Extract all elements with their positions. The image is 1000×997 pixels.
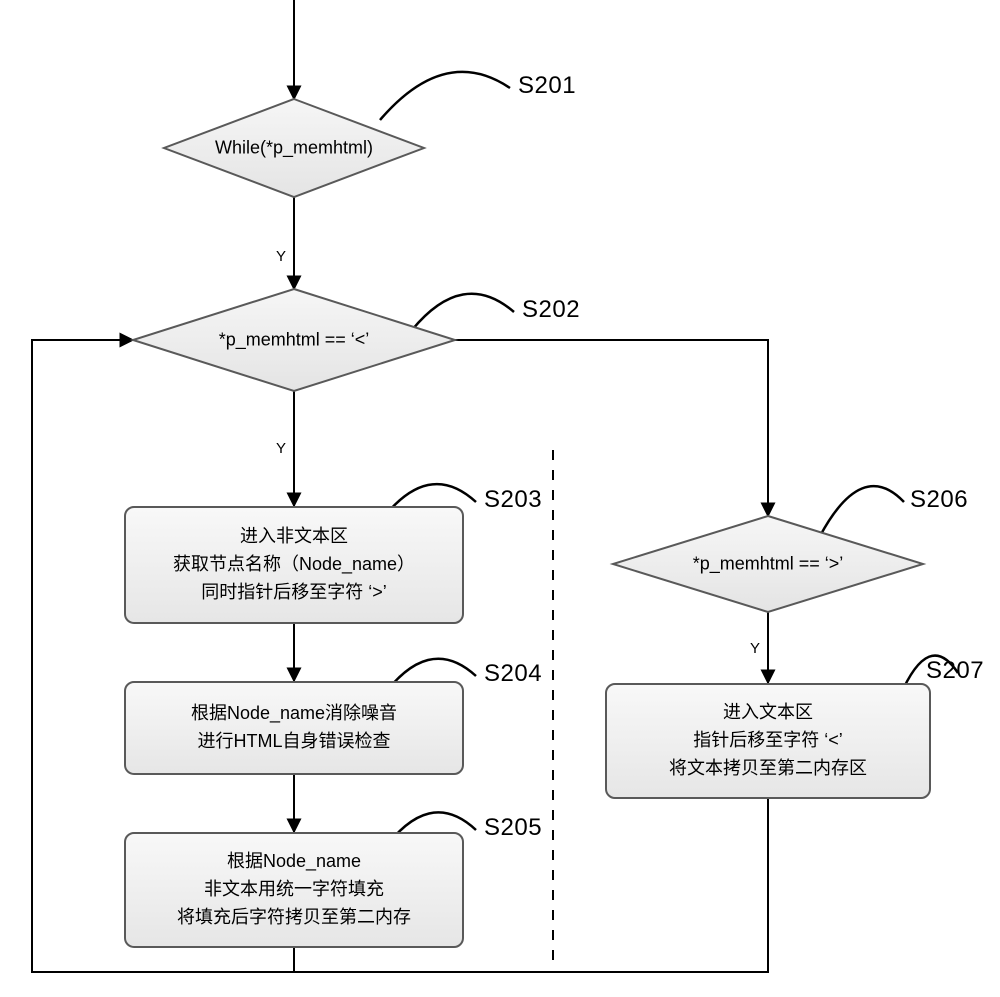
edge-label-y1: Y <box>276 248 286 265</box>
decision-label: *p_memhtml == ‘>’ <box>613 554 923 575</box>
flowchart-canvas: 进入非文本区 获取节点名称（Node_name） 同时指针后移至字符 ‘>’ 根… <box>0 0 1000 997</box>
edge-label-y3: Y <box>750 640 760 657</box>
line: 根据Node_name <box>227 848 361 876</box>
decision-gt: *p_memhtml == ‘>’ <box>613 516 923 612</box>
line: 将填充后字符拷贝至第二内存 <box>177 904 411 932</box>
line: 进入非文本区 <box>240 523 348 551</box>
line: 进行HTML自身错误检查 <box>198 728 391 756</box>
step-label-s207: S207 <box>926 657 984 685</box>
process-enter-text: 进入文本区 指针后移至字符 ‘<’ 将文本拷贝至第二内存区 <box>605 683 931 799</box>
line: 将文本拷贝至第二内存区 <box>669 755 867 783</box>
process-fill-copy: 根据Node_name 非文本用统一字符填充 将填充后字符拷贝至第二内存 <box>124 832 464 948</box>
line: 根据Node_name消除噪音 <box>191 700 397 728</box>
step-label-s204: S204 <box>484 660 542 688</box>
decision-while: While(*p_memhtml) <box>164 99 424 197</box>
step-label-s202: S202 <box>522 296 580 324</box>
line: 获取节点名称（Node_name） <box>173 551 415 579</box>
decision-lt: *p_memhtml == ‘<’ <box>133 289 455 391</box>
process-enter-nontext: 进入非文本区 获取节点名称（Node_name） 同时指针后移至字符 ‘>’ <box>124 506 464 624</box>
decision-label: *p_memhtml == ‘<’ <box>133 330 455 351</box>
process-denoise: 根据Node_name消除噪音 进行HTML自身错误检查 <box>124 681 464 775</box>
step-label-s203: S203 <box>484 486 542 514</box>
step-label-s206: S206 <box>910 486 968 514</box>
line: 指针后移至字符 ‘<’ <box>693 727 843 755</box>
line: 进入文本区 <box>723 699 813 727</box>
decision-label: While(*p_memhtml) <box>164 138 424 159</box>
line: 非文本用统一字符填充 <box>204 876 384 904</box>
line: 同时指针后移至字符 ‘>’ <box>201 579 387 607</box>
step-label-s205: S205 <box>484 814 542 842</box>
step-label-s201: S201 <box>518 72 576 100</box>
edge-label-y2: Y <box>276 440 286 457</box>
